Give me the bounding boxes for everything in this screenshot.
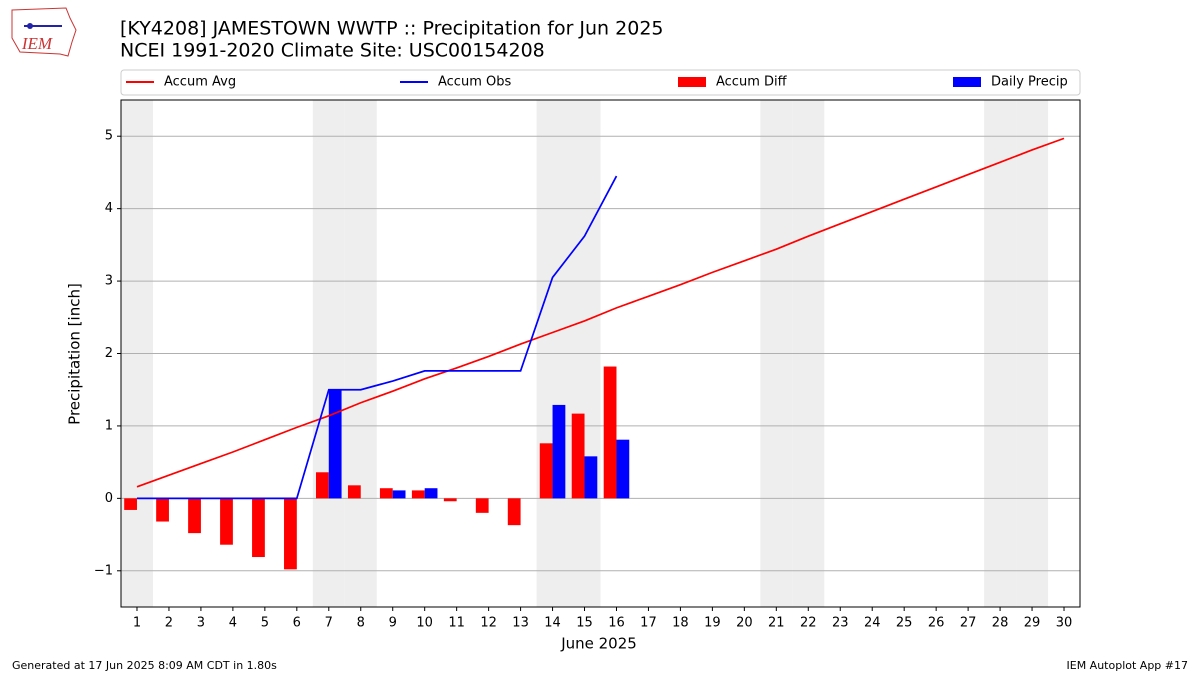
- bar: [379, 488, 393, 499]
- legend-label: Accum Obs: [438, 75, 511, 90]
- line: [136, 137, 1065, 488]
- bar: [328, 389, 342, 499]
- y-tick-label: 1: [105, 418, 113, 433]
- x-tick-label: 21: [768, 616, 785, 631]
- x-tick-label: 27: [960, 616, 977, 631]
- legend-label: Daily Precip: [991, 75, 1068, 90]
- line: [136, 175, 618, 500]
- bar: [188, 498, 201, 534]
- bar: [616, 439, 630, 499]
- y-axis-label: Precipitation [inch]: [66, 283, 84, 425]
- x-tick-label: 13: [512, 616, 529, 631]
- bar: [603, 366, 617, 499]
- x-tick-label: 23: [832, 616, 849, 631]
- logo-text: IEM: [21, 34, 53, 53]
- bar: [252, 498, 265, 558]
- x-tick-label: 30: [1056, 616, 1073, 631]
- x-tick-label: 17: [640, 616, 657, 631]
- x-tick-label: 5: [261, 616, 269, 631]
- x-tick-label: 20: [736, 616, 753, 631]
- x-tick-label: 16: [608, 616, 625, 631]
- x-tick-label: 22: [800, 616, 817, 631]
- footer-left: Generated at 17 Jun 2025 8:09 AM CDT in …: [12, 659, 277, 672]
- logo-dot: [27, 23, 33, 29]
- y-tick-label: 5: [105, 129, 113, 144]
- x-tick-label: 11: [448, 616, 465, 631]
- x-tick-label: 14: [544, 616, 561, 631]
- x-tick-label: 29: [1024, 616, 1041, 631]
- bar: [315, 472, 329, 499]
- chart-title: [KY4208] JAMESTOWN WWTP :: Precipitation…: [120, 18, 664, 40]
- x-tick-label: 7: [325, 616, 333, 631]
- x-tick-label: 9: [389, 616, 397, 631]
- footer-right: IEM Autoplot App #17: [1067, 659, 1189, 672]
- y-tick-label: 2: [105, 346, 113, 361]
- x-tick-label: 10: [416, 616, 433, 631]
- x-tick-label: 25: [896, 616, 913, 631]
- legend-label: Accum Diff: [716, 75, 788, 90]
- legend-label: Accum Avg: [164, 75, 236, 90]
- bar: [284, 498, 297, 570]
- x-tick-label: 8: [357, 616, 365, 631]
- x-tick-label: 15: [576, 616, 593, 631]
- bar: [539, 443, 553, 499]
- bar: [584, 456, 598, 499]
- bar: [424, 488, 438, 499]
- bar: [156, 498, 169, 522]
- bar: [392, 490, 406, 499]
- bar: [571, 413, 585, 499]
- bar: [124, 498, 137, 510]
- y-tick-label: 3: [105, 274, 113, 289]
- bar: [443, 498, 457, 502]
- y-tick-label: −1: [94, 563, 113, 578]
- bar: [347, 485, 361, 499]
- x-tick-label: 28: [992, 616, 1009, 631]
- x-tick-label: 19: [704, 616, 721, 631]
- logo-outline: [11, 7, 77, 57]
- logo: IEM: [11, 7, 77, 57]
- bar: [507, 498, 521, 526]
- bar: [220, 498, 233, 545]
- bar: [411, 490, 425, 499]
- y-tick-label: 0: [105, 491, 113, 506]
- legend-swatch: [678, 77, 706, 87]
- x-tick-label: 2: [165, 616, 173, 631]
- x-tick-label: 26: [928, 616, 945, 631]
- x-tick-label: 6: [293, 616, 301, 631]
- x-tick-label: 12: [480, 616, 497, 631]
- x-tick-label: 1: [133, 616, 141, 631]
- chart-subtitle: NCEI 1991-2020 Climate Site: USC00154208: [120, 40, 545, 62]
- legend-swatch: [953, 77, 981, 87]
- x-axis-label: June 2025: [560, 635, 637, 653]
- y-tick-label: 4: [105, 201, 113, 216]
- x-tick-label: 24: [864, 616, 881, 631]
- plot-frame: [120, 99, 1081, 608]
- bar: [552, 404, 566, 499]
- x-tick-label: 18: [672, 616, 689, 631]
- bar: [475, 498, 489, 513]
- x-tick-label: 4: [229, 616, 237, 631]
- legend-box: [120, 69, 1081, 96]
- x-tick-label: 3: [197, 616, 205, 631]
